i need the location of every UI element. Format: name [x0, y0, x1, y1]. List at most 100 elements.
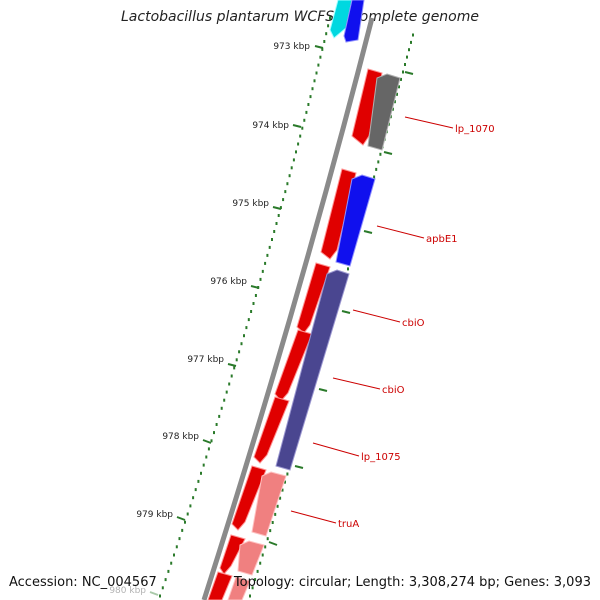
minor-tick: [295, 150, 297, 154]
gene-arrow[interactable]: [207, 571, 233, 600]
minor-tick: [269, 529, 272, 533]
reverse-strand-genes: [227, 0, 401, 600]
minor-tick: [313, 79, 316, 83]
minor-tick: [327, 24, 330, 28]
gene-arrow-slate[interactable]: [275, 269, 350, 471]
tick-label: 976 kbp: [210, 277, 247, 287]
minor-tick: [228, 382, 231, 386]
minor-tick: [279, 206, 282, 210]
minor-tick-dots-inner: [159, 16, 331, 598]
tick-973: 973 kbp: [273, 42, 324, 52]
gene-arrow-blue[interactable]: [335, 174, 376, 267]
gene-arrow[interactable]: [274, 329, 313, 402]
minor-tick: [406, 55, 408, 59]
tick-974: 974 kbp: [252, 121, 302, 131]
gene-label-truA[interactable]: truA: [338, 519, 359, 530]
gene-arrow[interactable]: [320, 168, 357, 260]
tick-978: 978 kbp: [162, 432, 212, 444]
gene-arrow[interactable]: [231, 465, 267, 531]
minor-tick: [268, 245, 271, 249]
minor-tick: [197, 479, 200, 483]
minor-tick: [200, 471, 202, 475]
minor-tick: [323, 40, 326, 43]
tick-label: 974 kbp: [252, 121, 289, 131]
gene-arrow-gray[interactable]: [367, 73, 401, 151]
gene-arrow-light[interactable]: [251, 471, 287, 537]
tick-label: 980 kbp: [109, 586, 146, 596]
minor-tick: [261, 269, 264, 273]
map-title: Lactobacillus plantarum WCFS1, complete …: [121, 9, 479, 25]
minor-tick: [218, 414, 221, 418]
gene-label-leaders: [290, 116, 454, 524]
minor-tick: [184, 520, 186, 524]
gene-label-cbiO[interactable]: cbiO: [402, 318, 425, 329]
gene-arrow-cyan[interactable]: [329, 0, 353, 39]
minor-tick: [233, 366, 236, 370]
gene-arrow-blue[interactable]: [343, 0, 365, 43]
minor-tick: [282, 198, 285, 202]
minor-tick: [398, 85, 400, 89]
minor-tick: [159, 594, 161, 598]
minor-tick: [254, 294, 257, 297]
minor-tick: [238, 350, 241, 354]
minor-tick: [410, 40, 412, 44]
minor-tick: [251, 586, 254, 590]
minor-tick: [391, 107, 394, 111]
minor-tick: [375, 167, 378, 171]
gene-arrow[interactable]: [296, 262, 331, 334]
minor-tick: [299, 134, 302, 138]
minor-tick: [290, 166, 293, 170]
minor-tick: [271, 238, 273, 241]
minor-tick: [317, 63, 320, 67]
minor-tick: [230, 374, 233, 378]
minor-tick: [325, 32, 328, 36]
minor-tick: [173, 553, 175, 557]
tick-label: 973 kbp: [273, 42, 310, 52]
forward-strand-genes: [207, 68, 383, 600]
gene-arrow-light[interactable]: [237, 540, 265, 576]
gene-label-lp1075[interactable]: lp_1075: [361, 452, 401, 463]
minor-tick: [271, 521, 274, 524]
minor-tick: [240, 342, 243, 346]
gene-label-lp1070[interactable]: lp_1070: [455, 124, 495, 135]
gene-arrow[interactable]: [253, 396, 290, 464]
minor-tick: [213, 431, 215, 435]
minor-tick: [284, 190, 287, 194]
minor-tick: [347, 267, 349, 271]
tick-label: 978 kbp: [162, 432, 199, 442]
minor-tick: [245, 326, 248, 330]
gene-arrow-light[interactable]: [227, 576, 251, 600]
gene-label-apbE1[interactable]: apbE1: [426, 234, 458, 245]
minor-tick: [288, 174, 291, 178]
gene-arrow[interactable]: [219, 534, 246, 575]
minor-tick: [170, 561, 173, 565]
minor-tick: [315, 71, 318, 75]
minor-tick: [167, 569, 170, 573]
minor-tick: [194, 488, 197, 492]
gene-label-cbiO[interactable]: cbiO: [382, 385, 405, 396]
outer-major-ticks: [268, 71, 414, 546]
minor-tick: [266, 253, 269, 257]
minor-tick: [186, 512, 189, 516]
minor-tick: [215, 423, 218, 426]
minor-tick: [275, 222, 278, 225]
genome-summary: Topology: circular; Length: 3,308,274 bp…: [233, 575, 591, 590]
minor-tick: [311, 87, 314, 91]
minor-tick: [247, 318, 250, 322]
minor-tick: [309, 95, 312, 99]
minor-tick: [259, 561, 262, 565]
minor-tick: [377, 160, 380, 164]
tick-976: 976 kbp: [210, 277, 260, 289]
minor-tick: [210, 439, 213, 443]
minor-tick: [273, 230, 276, 233]
gene-arrow[interactable]: [351, 68, 383, 146]
minor-tick: [305, 110, 308, 114]
minor-tick: [250, 310, 253, 313]
minor-tick: [373, 175, 376, 179]
minor-tick: [281, 488, 284, 492]
tick-980: 980 kbp: [109, 586, 159, 596]
minor-tick: [192, 496, 195, 500]
minor-tick: [264, 545, 267, 549]
minor-tick: [205, 455, 208, 459]
